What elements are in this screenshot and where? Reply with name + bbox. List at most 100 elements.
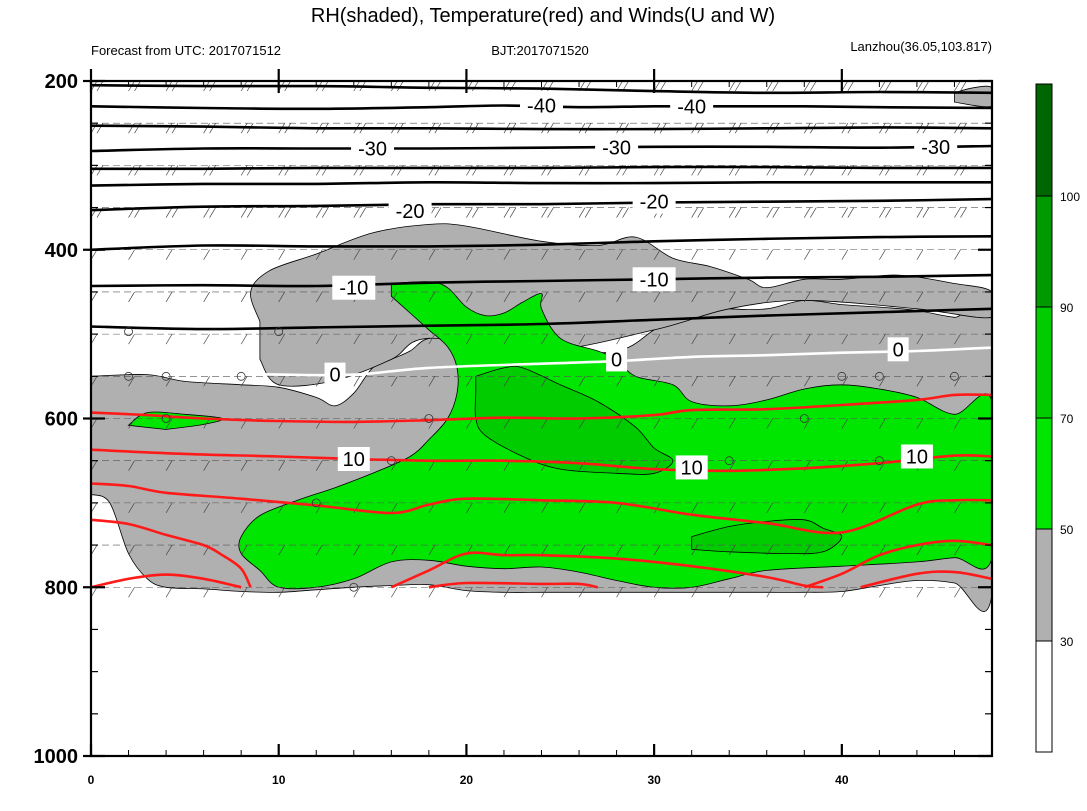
wind-barb xyxy=(803,587,811,598)
wind-barb xyxy=(691,333,698,345)
isotherm-temp-5 xyxy=(390,551,824,589)
wind-barb xyxy=(128,249,135,260)
isotherm-temp-7 xyxy=(91,573,242,589)
wind-barb xyxy=(803,81,811,92)
contour-label-text: 0 xyxy=(611,349,622,371)
wind-barb xyxy=(503,291,511,303)
wind-barb xyxy=(503,207,511,218)
colorbar-swatch xyxy=(1035,195,1053,308)
wind-barb xyxy=(691,291,698,303)
wind-barb xyxy=(954,81,961,92)
x-tick-label: 0 xyxy=(88,773,95,787)
wind-barb xyxy=(766,544,774,556)
wind-barb xyxy=(128,333,135,345)
wind-barb xyxy=(315,418,323,429)
wind-barb xyxy=(916,81,924,92)
colorbar-label: 70 xyxy=(1060,412,1074,426)
wind-barb xyxy=(472,207,479,218)
wind-barb xyxy=(734,81,742,92)
wind-barb xyxy=(503,544,511,556)
wind-barb xyxy=(203,460,210,471)
wind-barb xyxy=(315,460,323,471)
wind-barb xyxy=(203,249,210,260)
wind-barb xyxy=(916,418,924,429)
contour-label-box xyxy=(670,94,714,119)
calm-marker xyxy=(161,371,171,381)
wind-barb xyxy=(879,587,886,598)
wind-barb xyxy=(916,333,924,345)
wind-barb xyxy=(353,544,361,556)
isotherm-black-4 xyxy=(91,165,992,171)
wind-barb xyxy=(728,418,736,429)
wind-barb xyxy=(541,249,548,260)
wind-barb xyxy=(466,502,473,514)
contour-label-box xyxy=(595,135,639,160)
contour-label: -20 xyxy=(632,189,676,214)
wind-barb xyxy=(165,544,173,556)
contour-label-text: 10 xyxy=(906,446,928,468)
wind-barb xyxy=(616,291,623,303)
wind-barb xyxy=(503,502,511,514)
wind-barb xyxy=(134,123,141,134)
wind-barb xyxy=(203,165,210,176)
wind-barb xyxy=(954,207,961,218)
isotherm-black-5 xyxy=(91,180,992,187)
colorbar-swatch xyxy=(1035,528,1053,642)
wind-barb xyxy=(766,376,774,387)
isotherm-black-1 xyxy=(91,104,992,111)
wind-barb xyxy=(541,502,548,514)
wind-barb xyxy=(841,207,849,218)
contour-label-box xyxy=(520,93,563,118)
wind-barb xyxy=(916,544,924,556)
chart-subtitle-center: BJT:2017071520 xyxy=(491,43,589,58)
wind-barb xyxy=(503,587,511,598)
wind-barb xyxy=(879,544,886,556)
wind-barb xyxy=(278,502,286,514)
wind-barb xyxy=(578,207,586,218)
wind-barb xyxy=(246,165,254,176)
wind-barb xyxy=(728,291,736,303)
contour-label-text: 0 xyxy=(893,339,904,361)
wind-barb xyxy=(353,376,361,387)
wind-barb xyxy=(691,249,698,260)
wind-barb xyxy=(616,418,623,429)
wind-barb xyxy=(728,249,736,260)
wind-barb xyxy=(616,249,623,260)
wind-barb xyxy=(766,502,774,514)
wind-barb xyxy=(691,81,698,92)
wind-barb xyxy=(954,460,961,471)
wind-barb xyxy=(353,333,361,345)
wind-barb xyxy=(766,249,774,260)
y-tick-label: 400 xyxy=(45,240,78,262)
wind-barb xyxy=(466,249,473,260)
contour-label-text: 0 xyxy=(329,365,340,387)
isotherm-temp-4 xyxy=(91,518,252,588)
wind-barb xyxy=(466,418,473,429)
wind-barb xyxy=(734,207,742,218)
contour-label: -40 xyxy=(520,93,563,118)
wind-barb xyxy=(772,81,780,92)
wind-barb xyxy=(428,333,436,345)
contour-label-text: -30 xyxy=(921,137,950,159)
wind-barb xyxy=(653,544,661,556)
rh-region-2 xyxy=(954,85,992,108)
contour-label: -10 xyxy=(332,275,376,300)
wind-barb xyxy=(998,81,1004,91)
wind-barb xyxy=(171,207,179,218)
wind-barb xyxy=(616,376,623,387)
contour-label-text: -30 xyxy=(358,139,387,161)
wind-barb xyxy=(659,81,667,92)
wind-barb xyxy=(284,207,292,218)
isotherm-black-0 xyxy=(91,83,992,95)
wind-barb xyxy=(171,123,179,134)
wind-barb xyxy=(616,333,623,345)
wind-barb xyxy=(165,249,173,260)
wind-barb xyxy=(466,207,473,218)
wind-barb xyxy=(691,544,698,556)
contour-label: 10 xyxy=(337,447,370,471)
wind-barb xyxy=(653,418,661,429)
contour-label-text: -10 xyxy=(640,269,669,291)
calm-marker xyxy=(874,456,884,466)
wind-barb xyxy=(691,502,698,514)
wind-barb xyxy=(466,291,473,303)
